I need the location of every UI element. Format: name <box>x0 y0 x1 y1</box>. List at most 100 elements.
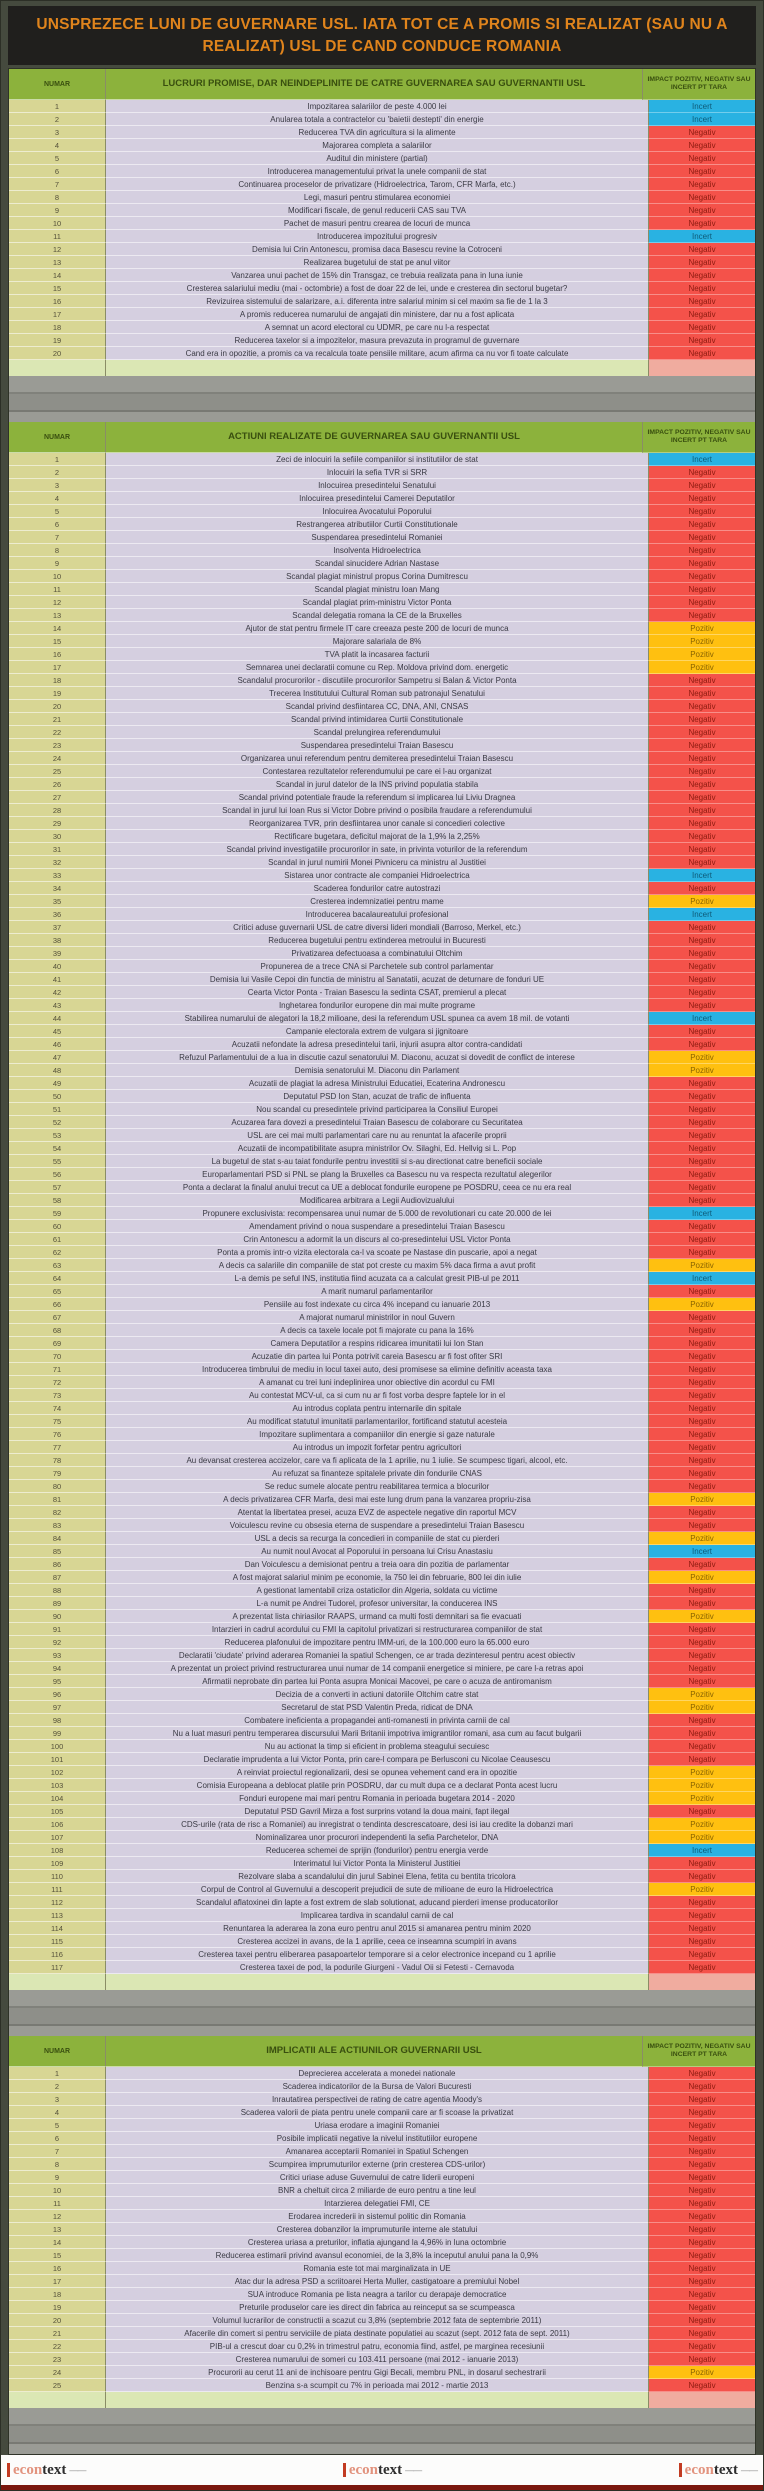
impact-badge: Negativ <box>648 1480 755 1494</box>
impact-badge: Pozitiv <box>648 1259 755 1273</box>
row-number: 8 <box>9 2158 106 2172</box>
table-row: 2 Anularea totala a contractelor cu 'baie… <box>9 113 755 127</box>
impact-badge: Negativ <box>648 256 755 270</box>
table-row: 8 Legi, masuri pentru stimularea economie… <box>9 191 755 205</box>
row-number: 68 <box>9 1324 106 1338</box>
section-header-row: NUMAR IMPLICATII ALE ACTIUNILOR GUVERNARI… <box>9 2036 755 2068</box>
row-number: 107 <box>9 1831 106 1845</box>
row-text: A decis ca taxele locale pot fi majorate… <box>106 1324 648 1338</box>
impact-badge: Negativ <box>648 544 755 558</box>
impact-badge: Negativ <box>648 2171 755 2185</box>
separator-content-cell <box>106 1974 648 1991</box>
impact-badge: Incert <box>648 1545 755 1559</box>
row-text: Reducerea taxelor si a impozitelor, masu… <box>106 334 648 348</box>
impact-column-header: IMPACT POZITIV, NEGATIV SAU INCERT PT TA… <box>642 2036 755 2068</box>
row-text: PIB-ul a crescut doar cu 0,2% in trimest… <box>106 2340 648 2354</box>
table-row: 16 TVA platit la incasarea facturii Poziti… <box>9 648 755 662</box>
row-number: 38 <box>9 934 106 948</box>
table-row: 36 Introducerea bacalaureatului profesion… <box>9 908 755 922</box>
row-text: Acuzatii de incompatibilitate asupra min… <box>106 1142 648 1156</box>
row-number: 104 <box>9 1792 106 1806</box>
impact-badge: Negativ <box>648 295 755 309</box>
impact-badge: Negativ <box>648 739 755 753</box>
section-separator-row <box>9 360 755 377</box>
page-title: UNSPREZECE LUNI DE GUVERNARE USL. IATA T… <box>8 6 756 66</box>
table-row: 66 Pensiile au fost indexate cu circa 4% … <box>9 1298 755 1312</box>
row-number: 12 <box>9 596 106 610</box>
row-text: Legi, masuri pentru stimularea economiei <box>106 191 648 205</box>
row-number: 1 <box>9 2067 106 2081</box>
impact-badge: Negativ <box>648 609 755 623</box>
impact-badge: Negativ <box>648 1363 755 1377</box>
row-text: Scandal in jurul datelor de la INS privi… <box>106 778 648 792</box>
separator-number-cell <box>9 2392 106 2409</box>
impact-badge: Pozitiv <box>648 1818 755 1832</box>
logo-text-econ: econ <box>13 2461 43 2478</box>
row-text: Acuzatie din partea lui Ponta potrivit c… <box>106 1350 648 1364</box>
row-text: Scaderea valorii de piata pentru unele c… <box>106 2106 648 2120</box>
row-text: Preturile produselor care ies direct din… <box>106 2301 648 2315</box>
impact-badge: Negativ <box>648 269 755 283</box>
row-text: Auditul din ministere (partial) <box>106 152 648 166</box>
table-row: 116 Cresterea taxei pentru eliberarea pas… <box>9 1948 755 1962</box>
impact-badge: Negativ <box>648 1181 755 1195</box>
row-number: 12 <box>9 243 106 257</box>
table-row: 11 Intarzierea delegatiei FMI, CE Negativ <box>9 2197 755 2211</box>
impact-badge: Negativ <box>648 2184 755 2198</box>
impact-badge: Negativ <box>648 1285 755 1299</box>
table-row: 17 Semnarea unei declaratii comune cu Rep… <box>9 661 755 675</box>
row-number: 34 <box>9 882 106 896</box>
table-row: 7 Continuarea proceselor de privatizare (… <box>9 178 755 192</box>
row-number: 15 <box>9 282 106 296</box>
table-row: 25 Contestarea rezultatelor referendumulu… <box>9 765 755 779</box>
table-row: 51 Nou scandal cu presedintele privind pa… <box>9 1103 755 1117</box>
row-number: 42 <box>9 986 106 1000</box>
table-row: 17 A promis reducerea numarului de angaja… <box>9 308 755 322</box>
row-text: Rectificare bugetara, deficitul majorat … <box>106 830 648 844</box>
impact-badge: Negativ <box>648 1961 755 1975</box>
row-number: 5 <box>9 2119 106 2133</box>
impact-badge: Negativ <box>648 557 755 571</box>
row-text: Cresterea accizei in avans, de la 1 apri… <box>106 1935 648 1949</box>
impact-badge: Negativ <box>648 505 755 519</box>
impact-badge: Negativ <box>648 1220 755 1234</box>
row-text: Atac dur la adresa PSD a scriitoarei Her… <box>106 2275 648 2289</box>
row-number: 19 <box>9 334 106 348</box>
number-column-header: NUMAR <box>9 2036 106 2068</box>
impact-badge: Negativ <box>648 178 755 192</box>
row-text: Au modificat statutul imunitatii parlame… <box>106 1415 648 1429</box>
row-text: Scaderea indicatorilor de la Bursa de Va… <box>106 2080 648 2094</box>
row-text: Modificarea arbitrara a Legii Audiovizua… <box>106 1194 648 1208</box>
row-number: 20 <box>9 2314 106 2328</box>
impact-badge: Pozitiv <box>648 1298 755 1312</box>
row-number: 5 <box>9 505 106 519</box>
row-text: Realizarea bugetului de stat pe anul vii… <box>106 256 648 270</box>
row-number: 17 <box>9 661 106 675</box>
impact-badge: Pozitiv <box>648 1792 755 1806</box>
row-text: Intarzierea delegatiei FMI, CE <box>106 2197 648 2211</box>
row-number: 3 <box>9 479 106 493</box>
row-text: Contestarea rezultatelor referendumului … <box>106 765 648 779</box>
row-number: 36 <box>9 908 106 922</box>
row-text: A decis privatizarea CFR Marfa, desi mai… <box>106 1493 648 1507</box>
impact-badge: Negativ <box>648 1389 755 1403</box>
table-row: 12 Scandal plagiat prim-ministru Victor P… <box>9 596 755 610</box>
table-row: 7 Amanarea acceptarii Romaniei in Spatiul… <box>9 2145 755 2159</box>
row-text: Majorarea completa a salariilor <box>106 139 648 153</box>
row-text: Cresterea dobanzilor la imprumuturile in… <box>106 2223 648 2237</box>
impact-badge: Negativ <box>648 2223 755 2237</box>
impact-badge: Negativ <box>648 1948 755 1962</box>
row-text: A promis reducerea numarului de angajati… <box>106 308 648 322</box>
logo-text-text: text <box>42 2461 67 2478</box>
row-number: 73 <box>9 1389 106 1403</box>
impact-badge: Negativ <box>648 1454 755 1468</box>
row-text: Modificari fiscale, de genul reducerii C… <box>106 204 648 218</box>
logo-text-econ: econ <box>684 2461 714 2478</box>
table-row: 6 Posibile implicatii negative la nivelul… <box>9 2132 755 2146</box>
table-row: 54 Acuzatii de incompatibilitate asupra m… <box>9 1142 755 1156</box>
table-row: 56 Europarlamentari PSD si PNL se plang l… <box>9 1168 755 1182</box>
row-number: 15 <box>9 2249 106 2263</box>
row-text: Nu au actionat la timp si eficient in pr… <box>106 1740 648 1754</box>
table-row: 4 Scaderea valorii de piata pentru unele … <box>9 2106 755 2120</box>
impact-badge: Negativ <box>648 1311 755 1325</box>
